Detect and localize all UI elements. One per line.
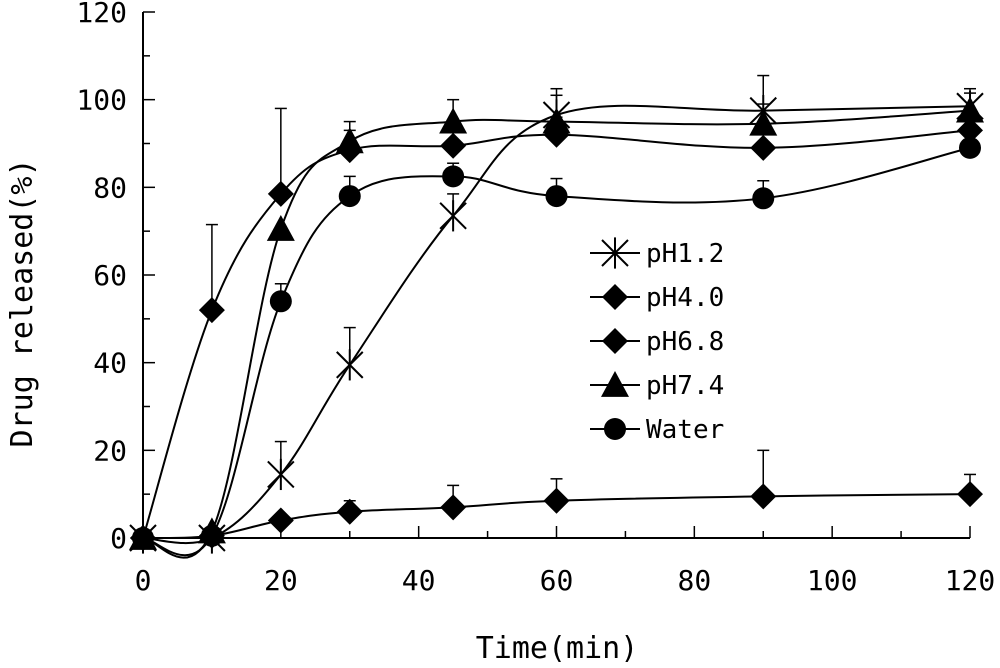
x-tick-label: 60	[540, 564, 574, 597]
legend-marker-ph1-2	[601, 237, 629, 269]
data-point-ph7-4	[542, 107, 571, 134]
data-point-ph4-0	[198, 297, 225, 324]
data-point-water	[269, 290, 292, 313]
x-tick-label: 0	[135, 564, 152, 597]
data-point-ph1-2	[336, 349, 364, 381]
legend-label-ph6-8: pH6.8	[646, 327, 724, 357]
data-point-ph7-4	[266, 214, 295, 241]
data-point-ph6-8	[440, 494, 467, 521]
data-point-ph6-8	[750, 483, 777, 510]
y-tick-label: 20	[93, 434, 127, 467]
data-point-ph7-4	[749, 109, 778, 136]
x-tick-label: 40	[402, 564, 436, 597]
data-point-ph6-8	[957, 481, 983, 508]
data-point-ph6-8	[336, 498, 363, 525]
y-tick-label: 100	[76, 84, 127, 117]
legend-marker-water	[604, 418, 626, 440]
legend-label-ph7-4: pH7.4	[646, 371, 724, 401]
data-point-ph4-0	[440, 132, 467, 159]
axes: 0 20 40 60 80 100 120 0 20 40 60 80 100 120	[76, 0, 995, 597]
data-point-water	[338, 185, 361, 208]
data-point-ph4-0	[957, 117, 983, 144]
data-point-water	[132, 527, 154, 549]
y-tick-label: 120	[76, 0, 127, 29]
legend-marker-ph4-0	[602, 284, 628, 310]
data-point-ph1-2	[267, 458, 295, 491]
series-line-ph1-2	[142, 104, 971, 545]
legend-label-ph4-0: pH4.0	[646, 283, 724, 313]
data-point-ph4-0	[267, 180, 294, 207]
data-point-ph4-0	[750, 134, 777, 161]
y-tick-label: 0	[110, 522, 127, 555]
data-point-ph6-8	[267, 507, 294, 534]
data-point-water	[752, 187, 775, 210]
y-axis-label: Drug released(%)	[5, 159, 40, 448]
data-point-water	[442, 165, 465, 188]
legend-label-water: Water	[646, 415, 724, 445]
data-point-water	[200, 524, 223, 547]
data-point-water	[959, 136, 981, 159]
x-tick-label: 80	[677, 564, 711, 597]
data-point-ph6-8	[543, 487, 570, 514]
series-markers	[129, 90, 984, 554]
x-tick-label: 20	[264, 564, 298, 597]
y-tick-label: 60	[93, 259, 127, 292]
x-tick-label: 120	[945, 564, 996, 597]
legend-marker-ph7-4	[601, 371, 629, 397]
data-point-ph7-4	[439, 107, 468, 134]
y-tick-label: 40	[93, 347, 127, 380]
data-point-ph7-4	[956, 96, 984, 123]
data-point-water	[545, 185, 568, 208]
data-point-ph1-2	[439, 200, 467, 232]
data-point-ph7-4	[335, 127, 364, 154]
legend-marker-ph6-8	[602, 328, 628, 354]
x-axis-label: Time(min)	[476, 631, 639, 666]
legend: pH1.2 pH4.0 pH6.8 pH7.4 Water	[590, 237, 724, 445]
y-tick-label: 80	[93, 171, 127, 204]
x-tick-label: 100	[807, 564, 858, 597]
legend-label-ph1-2: pH1.2	[646, 239, 724, 269]
